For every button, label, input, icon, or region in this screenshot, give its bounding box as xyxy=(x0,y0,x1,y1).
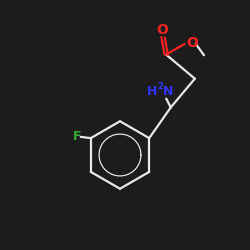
Text: N: N xyxy=(162,85,173,98)
Text: O: O xyxy=(156,23,168,37)
Text: 2: 2 xyxy=(158,82,163,91)
Text: F: F xyxy=(73,130,81,143)
Text: O: O xyxy=(186,36,198,50)
Text: H: H xyxy=(146,85,157,98)
